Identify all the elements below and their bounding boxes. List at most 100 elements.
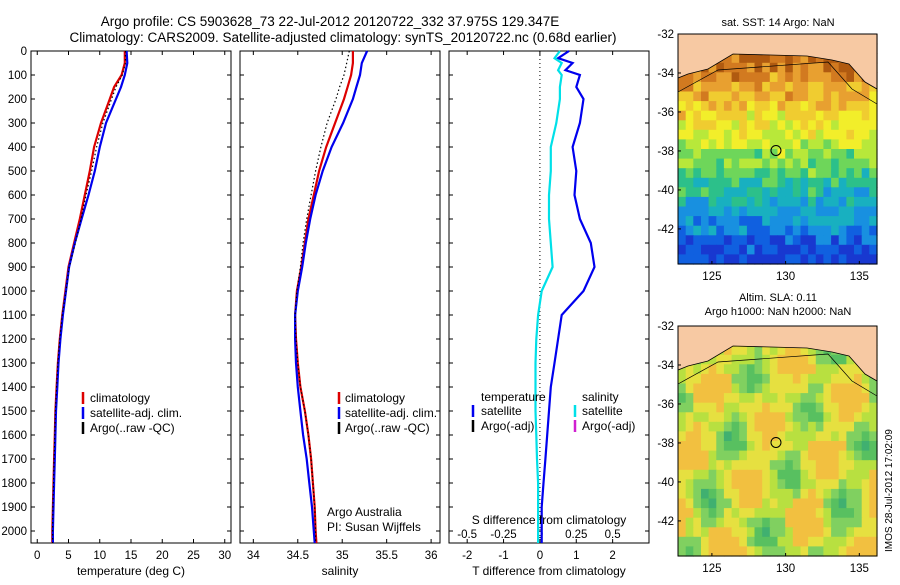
depth-tick-label: 800 [8,238,27,250]
map-cell [762,158,771,169]
map-cell [838,488,847,500]
map-cell [723,479,733,490]
map-cell [723,129,733,140]
map-cell [685,110,694,121]
map-cell [854,91,863,102]
map-cell [678,441,687,452]
map-cell [746,244,756,255]
map-cell [678,536,687,547]
map-cell [708,158,717,169]
map-cell [731,139,740,150]
map-cell [731,421,740,432]
map-cell [754,225,763,236]
map-cell [800,450,809,461]
map-cell [854,469,863,480]
map-cell [762,441,771,452]
map-cell [678,177,687,188]
map-cell [846,402,855,413]
map-cell [792,110,802,121]
map-cell [785,517,794,528]
map-cell [792,402,802,413]
map-cell [693,393,702,404]
x-tick-label: 34.5 [287,550,309,562]
map-cell [854,450,863,461]
map-cell [701,498,710,509]
map-cell [777,469,786,480]
map-cell [754,498,763,509]
map-cell [869,469,878,480]
map-cell [762,187,771,198]
map-cell [739,187,748,198]
map-cell [854,364,863,375]
map-cell [716,373,725,385]
map-cell [785,177,794,188]
map-cell [854,149,863,160]
map-cell [723,235,733,246]
map-cell [838,158,847,169]
map-cell [693,235,702,246]
map-cell [701,101,710,112]
depth-tick-label: 1300 [1,358,27,370]
map-cell [808,216,817,227]
map-cell [708,460,717,471]
map-cell [731,129,740,140]
map-cell [861,412,870,423]
map-cell [785,498,794,509]
map-cell [685,373,694,385]
map-cell [708,441,717,452]
map-cell [785,345,794,356]
map-cell [678,498,687,509]
map-cell [769,177,779,188]
map-cell [815,479,825,490]
map-cell [800,517,809,528]
map-cell [685,517,694,528]
map-cell [831,393,840,404]
map-cell [678,421,687,432]
map-cell [769,254,779,265]
map-cell [769,479,779,490]
map-cell [854,177,863,188]
map-cell [701,206,710,217]
map-cell [777,158,786,169]
map-cell [800,536,809,547]
map-cell [769,469,779,480]
map-cell [754,53,763,64]
map-cell [754,469,763,480]
map-cell [831,129,840,140]
map-cell [746,498,756,509]
map-cell [754,412,763,423]
map-cell [869,129,878,140]
map-cell [808,235,817,246]
depth-tick-label: 1900 [1,502,27,514]
map-cell [861,206,870,217]
map-cell [838,216,847,227]
map-cell [869,139,878,150]
map-cell [838,373,847,385]
map-cell [723,120,733,131]
map-cell [678,517,687,528]
map-cell [792,546,802,557]
map-cell [762,402,771,413]
map-cell [678,469,687,480]
map-cell [800,196,809,208]
map-cell [831,110,840,121]
map-cell [869,431,878,442]
map-cell [678,527,687,538]
map-cell [678,187,687,198]
map-cell [708,244,717,255]
map-cell [701,235,710,246]
map-cell [861,450,870,461]
map-cell [777,536,786,547]
map-cell [792,383,802,394]
map-cell [762,450,771,461]
map-cell [800,421,809,432]
map-cell [716,168,725,179]
map-cell [808,517,817,528]
map-cell [723,149,733,160]
map-cell [785,81,794,93]
map-cell [869,101,878,112]
depth-tick-label: 400 [8,142,27,154]
depth-tick-label: 100 [8,70,27,82]
map-cell [815,498,825,509]
map-cell [678,383,687,394]
